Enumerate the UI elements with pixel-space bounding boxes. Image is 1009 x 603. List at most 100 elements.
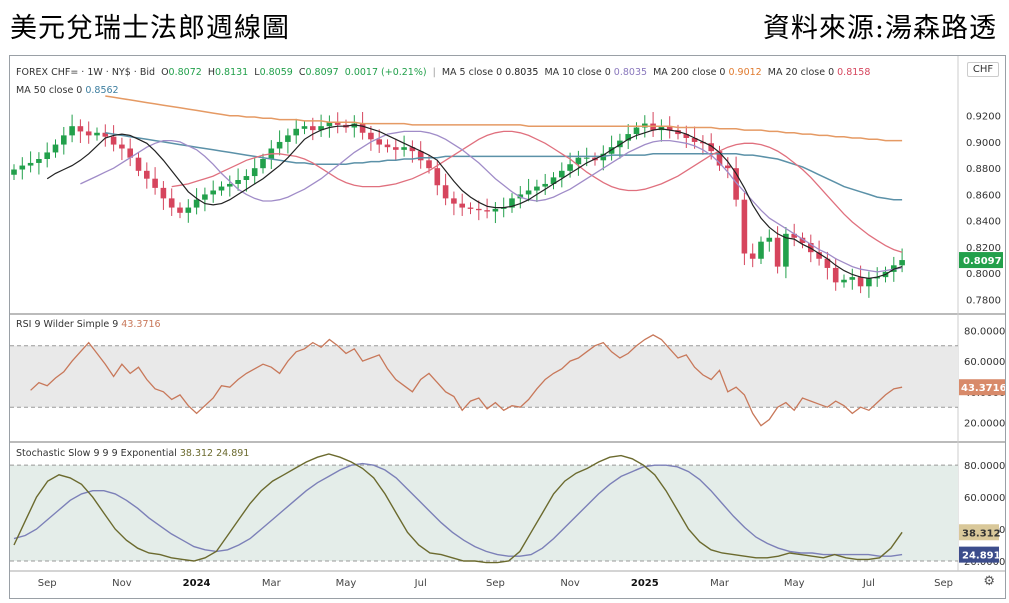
candle-body	[567, 164, 573, 171]
candle-body	[633, 127, 640, 135]
price-tick-label: 0.9000	[966, 138, 1001, 149]
last-price-label: 0.8097	[963, 256, 1002, 267]
ma5-value: 0.8035	[505, 67, 539, 78]
candle-body	[426, 160, 432, 169]
stochastic-d-line	[13, 462, 903, 557]
candle-body	[351, 123, 358, 128]
ma20-line	[171, 130, 903, 253]
last-price-pill	[959, 252, 1003, 269]
ma5-label: MA 5 close 0	[441, 67, 503, 78]
price-tick-label: 0.8200	[966, 243, 1001, 254]
candle-body	[384, 144, 391, 148]
candle-body	[243, 176, 250, 180]
price-panel	[11, 95, 905, 298]
candle-body	[808, 243, 814, 253]
candle-body	[409, 147, 416, 152]
x-tick-label: Sep	[38, 578, 57, 589]
candle-body	[700, 141, 706, 144]
high-label: H	[207, 67, 215, 78]
candle-body	[783, 233, 789, 267]
ma20-label: MA 20 close 0	[767, 67, 835, 78]
candle-body	[675, 130, 681, 135]
close-label: C	[298, 67, 306, 78]
candle-body	[276, 141, 283, 149]
stochastic-d-pill-label: 24.891	[962, 551, 1001, 562]
stochastic-k-line	[13, 453, 903, 564]
ma5-line	[46, 124, 903, 280]
candle-body	[85, 131, 92, 136]
currency-button[interactable]: CHF	[967, 62, 999, 77]
stochastic-d-pill	[959, 546, 999, 563]
gear-icon[interactable]: ⚙	[983, 574, 995, 589]
x-tick-label: Mar	[710, 578, 730, 589]
candle-body	[210, 190, 216, 195]
price-tick-label: 0.8000	[966, 269, 1001, 280]
candle-body	[500, 207, 507, 209]
candle-body	[774, 237, 781, 267]
candle-body	[708, 143, 714, 152]
ma200-label: MA 200 close 0	[653, 67, 726, 78]
candle-body	[874, 277, 880, 279]
candle-body	[741, 199, 748, 254]
rsi-value-pill	[959, 379, 1005, 396]
x-tick-label: Nov	[560, 578, 580, 589]
candle-body	[177, 207, 183, 213]
ma50-line	[105, 132, 903, 201]
open-value: 0.8072	[168, 67, 202, 78]
candle-body	[899, 260, 905, 266]
candle-body	[144, 170, 150, 179]
candle-body	[11, 169, 17, 175]
candle-body	[583, 157, 590, 159]
stochastic-tick-label: 80.0000	[964, 461, 1005, 472]
y-axis: 0.9200 0.9000 0.8800 0.8600 0.8400 0.8200 0.80…	[959, 112, 1005, 568]
candle-body	[749, 253, 756, 259]
candle-body	[251, 168, 258, 177]
stochastic-label: Stochastic Slow 9 9 9 Exponential	[16, 448, 177, 459]
price-tick-label: 0.8800	[966, 164, 1001, 175]
candle-body	[559, 170, 565, 178]
change-value: 0.0017 (+0.21%)	[344, 67, 427, 78]
candle-body	[61, 135, 67, 145]
chart-canvas: 0.9200 0.9000 0.8800 0.8600 0.8400 0.8200 0.80…	[10, 56, 1005, 589]
candle-body	[293, 128, 299, 136]
candle-body	[832, 267, 839, 283]
ma10-line	[80, 130, 903, 273]
candle-body	[285, 135, 291, 142]
rsi-legend: RSI 9 Wilder Simple 9 43.3716	[16, 319, 164, 330]
legend-divider: |	[432, 67, 436, 78]
candle-body	[202, 194, 208, 200]
symbol-label: FOREX CHF= · 1W · NY$ · Bid	[16, 67, 156, 78]
close-value: 0.8097	[305, 67, 339, 78]
candle-body	[733, 168, 739, 200]
candle-body	[625, 134, 631, 141]
candle-body	[799, 237, 806, 243]
stochastic-panel	[10, 453, 958, 564]
candle-body	[857, 277, 864, 287]
stochastic-legend: Stochastic Slow 9 9 9 Exponential 38.312 2…	[16, 448, 252, 459]
candle-body	[235, 180, 241, 184]
stochastic-tick-label: 60.0000	[964, 493, 1005, 504]
rsi-panel	[10, 334, 958, 427]
candle-body	[866, 278, 872, 287]
candle-body	[824, 258, 831, 268]
candle-body	[77, 126, 84, 132]
candle-body	[127, 148, 133, 158]
ma20-value: 0.8158	[837, 67, 871, 78]
stochastic-band	[10, 465, 958, 562]
candle-body	[193, 199, 200, 208]
candle-body	[102, 132, 109, 137]
candle-body	[218, 186, 225, 191]
chart-title: 美元兌瑞士法郎週線圖	[10, 13, 290, 44]
ma10-value: 0.8035	[613, 67, 648, 78]
ma50-label: MA 50 close 0	[16, 85, 83, 96]
rsi-label: RSI 9 Wilder Simple 9	[16, 319, 119, 330]
candle-body	[393, 147, 399, 150]
candle-body	[160, 187, 167, 199]
rsi-band	[10, 345, 958, 408]
candle-body	[310, 126, 316, 131]
candle-body	[227, 183, 233, 187]
candle-body	[758, 241, 764, 259]
rsi-line	[30, 334, 903, 427]
ma200-line	[105, 95, 903, 142]
candle-body	[716, 151, 723, 166]
